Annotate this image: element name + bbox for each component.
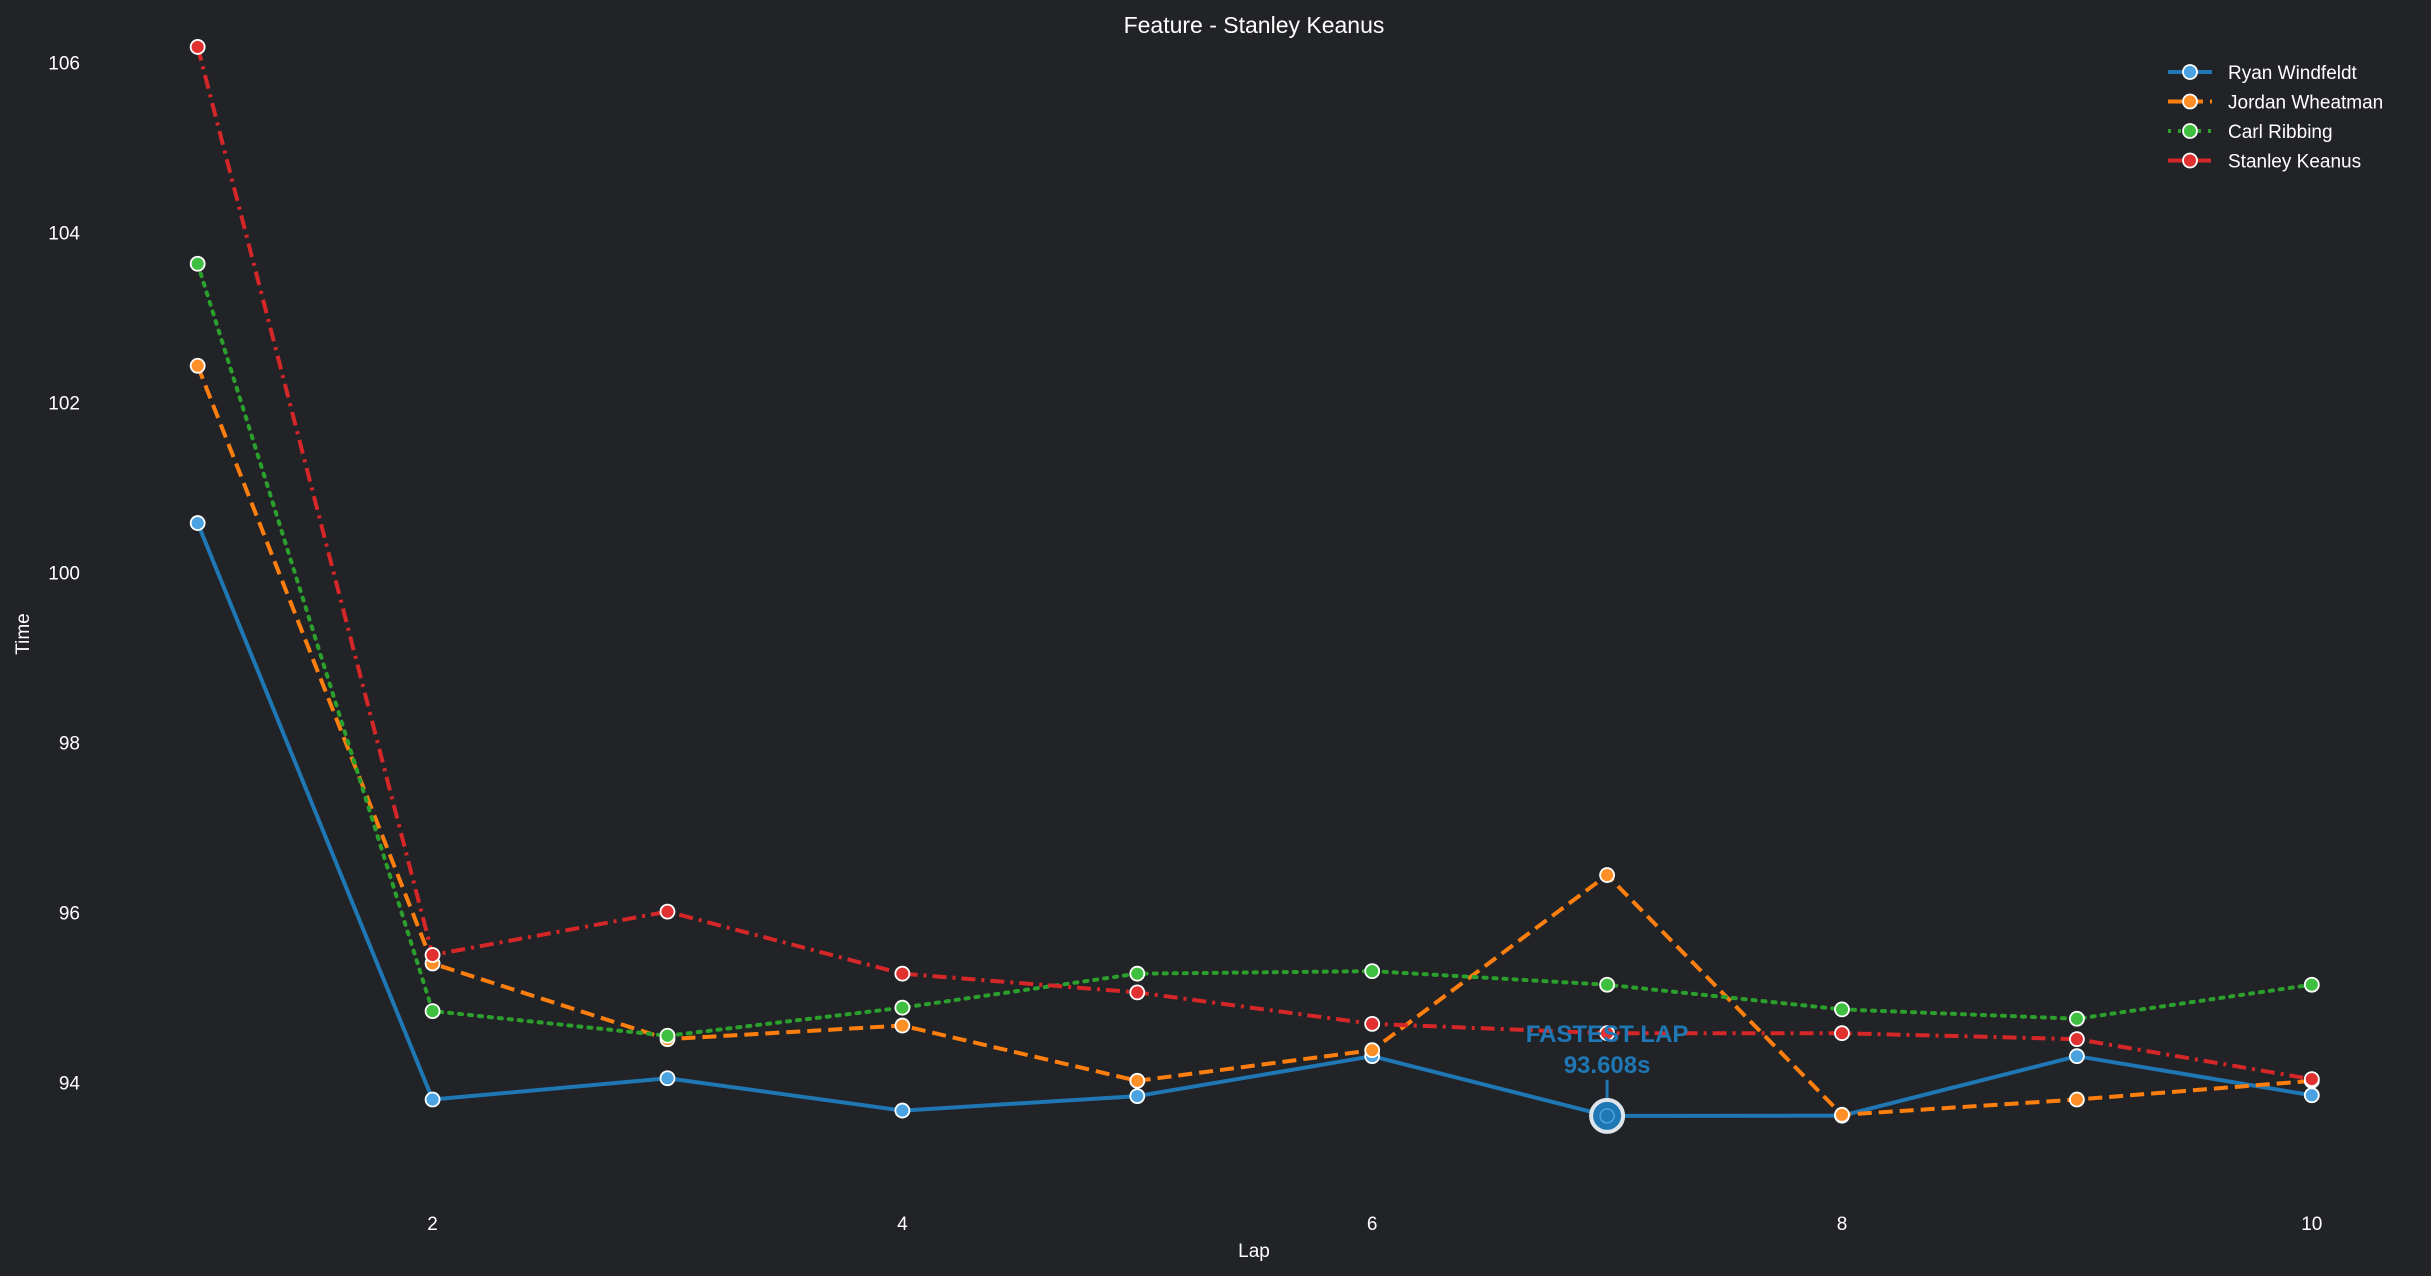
data-point [1364,1015,1381,1032]
data-point [1129,1072,1146,1089]
legend-label: Carl Ribbing [2228,122,2333,143]
y-tick-label: 104 [48,223,80,244]
x-tick-label: 4 [897,1214,908,1235]
data-point [2069,1010,2085,1027]
legend-marker [2182,64,2198,80]
data-point [659,1070,676,1087]
series-lines [189,39,2320,1124]
x-axis-label: Lap [1238,1241,1270,1262]
data-point [189,255,206,272]
fastest-lap-label: FASTEST LAP [1526,1021,1689,1048]
legend-item-3: Stanley Keanus [2168,152,2361,173]
data-point [1129,1088,1146,1105]
legend-marker [2182,93,2198,110]
data-point [1599,867,1615,883]
legend-label: Stanley Keanus [2228,152,2361,173]
y-tick-label: 94 [59,1074,81,1095]
data-point [2303,1087,2320,1104]
x-tick-label: 2 [427,1214,438,1235]
data-point [1364,963,1381,980]
data-point [1129,965,1146,982]
data-point [424,947,441,963]
legend: Ryan Windfeldt Jordan Wheatman Carl Ribbin… [2168,63,2383,173]
data-point [424,1003,441,1020]
y-axis-label: Time [13,613,34,655]
x-tick-labels: 2 4 6 8 10 [427,1214,2322,1235]
data-point [1599,976,1615,993]
series-line-1 [195,365,2312,1117]
data-point [1129,984,1146,1001]
data-point [1834,1106,1850,1123]
fastest-lap-marker-inner [1599,1108,1615,1124]
data-point [1834,1001,1850,1018]
y-tick-labels: 94 96 98 100 102 104 106 [48,53,80,1094]
data-point [1834,1025,1850,1042]
fastest-lap-marker [1589,1097,1626,1134]
data-point [189,357,206,374]
data-point [424,1091,441,1108]
data-point [1599,1025,1615,1042]
x-tick-label: 10 [2301,1214,2322,1235]
y-tick-label: 106 [48,53,80,74]
legend-marker [2182,123,2198,139]
data-point [2069,1091,2085,1108]
legend-label: Ryan Windfeldt [2228,63,2358,84]
series-line-3 [195,46,2313,1082]
series-line-2 [195,261,2314,1038]
data-point [2069,1048,2085,1065]
y-tick-label: 96 [59,903,80,924]
x-tick-label: 8 [1837,1214,1848,1235]
y-tick-label: 100 [48,563,80,584]
data-point [2069,1031,2085,1048]
chart-title: Feature - Stanley Keanus [1124,12,1385,38]
data-point [1364,1042,1381,1059]
y-tick-label: 98 [59,733,80,754]
x-tick-label: 6 [1367,1214,1378,1235]
y-tick-label: 102 [48,393,80,414]
legend-label: Jordan Wheatman [2228,93,2383,114]
fastest-lap-value: 93.608s [1564,1052,1651,1079]
data-point [894,1017,911,1034]
legend-item-2: Carl Ribbing [2168,122,2333,143]
data-point [189,515,206,531]
data-point [659,1027,676,1044]
data-point [894,999,911,1016]
series-line-0 [195,522,2313,1118]
data-point [2303,1071,2320,1088]
legend-item-1: Jordan Wheatman [2168,93,2383,114]
legend-item-0: Ryan Windfeldt [2168,63,2358,84]
data-point [894,965,911,982]
data-point [2303,976,2320,993]
data-point [189,39,206,55]
data-point [894,1102,911,1119]
data-point [659,903,676,920]
fastest-lap-annotation: FASTEST LAP 93.608s [1526,1021,1689,1134]
legend-marker [2182,152,2198,169]
